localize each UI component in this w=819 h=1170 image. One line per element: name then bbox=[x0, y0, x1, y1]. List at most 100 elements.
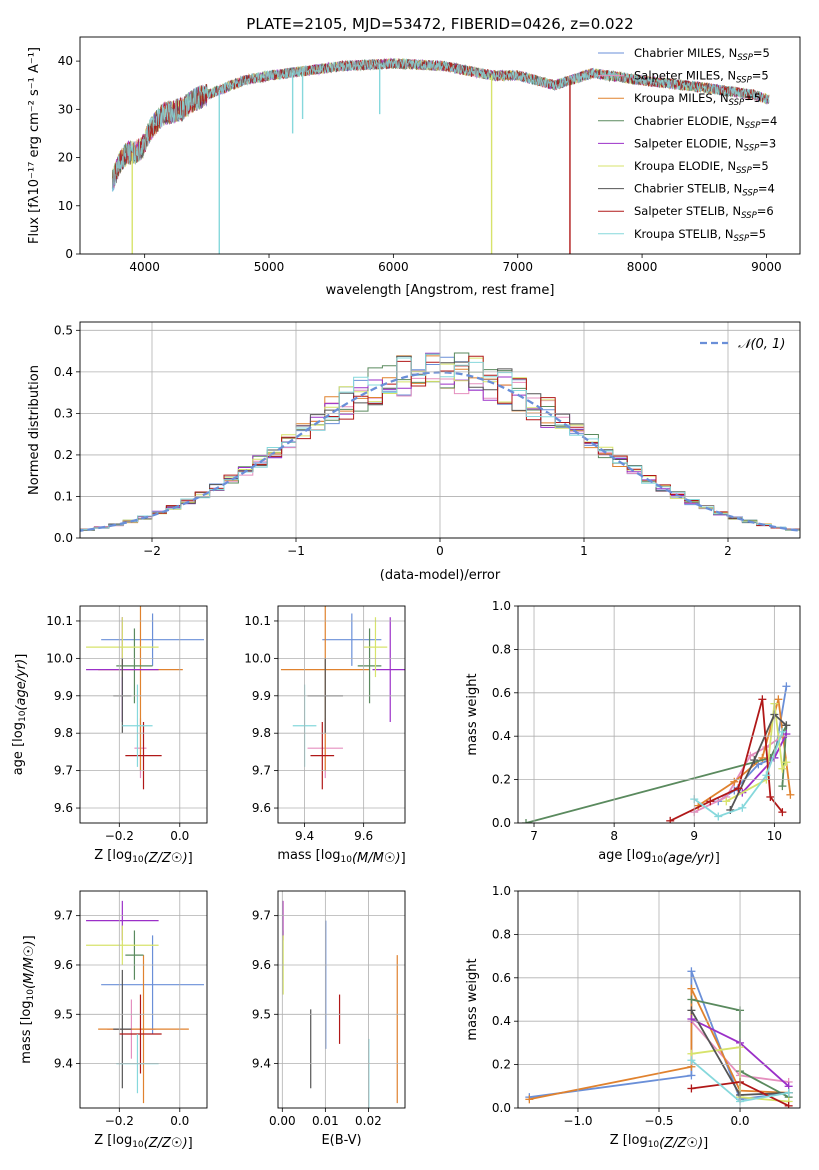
weight-marker-kroupa_stelib bbox=[714, 812, 723, 821]
y-tick-label: 10 bbox=[58, 199, 73, 213]
weight-marker-salpeter_stelib bbox=[766, 792, 775, 801]
x-axis-label: Z [log10(Z/Z☉)] bbox=[94, 848, 192, 866]
y-tick-label: 0.1 bbox=[54, 489, 73, 503]
y-tick-label: 0.0 bbox=[54, 531, 73, 545]
weight-marker-salpeter_stelib bbox=[778, 808, 787, 817]
chart-mass_weight_vs_Z: −1.0 −0.5 0.0 0.0 0.2 0.4 0.6 0.8 1.0 Z [log10(Z/… bbox=[465, 884, 801, 1151]
x-axis-label: mass [log10(M/M☉)] bbox=[277, 848, 405, 866]
y-axis-label: mass [log10(M/M☉)] bbox=[19, 935, 37, 1063]
x-axis-label: E(B-V) bbox=[321, 1133, 361, 1148]
y-tick-label: 9.9 bbox=[54, 689, 73, 703]
axes-frame bbox=[79, 321, 801, 539]
weight-marker-kroupa_miles bbox=[730, 777, 739, 786]
y-tick-label: 0.6 bbox=[492, 686, 511, 700]
y-tick-label: 9.9 bbox=[252, 689, 271, 703]
weight-marker-kroupa_miles bbox=[687, 984, 696, 993]
weight-marker-kroupa_elodie bbox=[782, 758, 791, 767]
x-tick-label: −0.2 bbox=[105, 1114, 134, 1128]
y-tick-label: 0.8 bbox=[492, 927, 511, 941]
weight-marker-chabrier_miles bbox=[687, 967, 696, 976]
y-tick-label: 10.1 bbox=[244, 614, 271, 628]
y-tick-label: 9.7 bbox=[252, 764, 271, 778]
x-tick-label: 8000 bbox=[627, 260, 658, 274]
y-tick-label: 0.3 bbox=[54, 406, 73, 420]
plot-area-mass_weight_vs_age bbox=[522, 682, 795, 823]
x-tick-label: 4000 bbox=[129, 260, 160, 274]
y-tick-label: 20 bbox=[58, 151, 73, 165]
y-tick-label: 0.5 bbox=[54, 323, 73, 337]
y-tick-label: 9.7 bbox=[54, 909, 73, 923]
legend-entry: Kroupa ELODIE, NSSP=5 bbox=[634, 159, 769, 176]
weight-marker-chabrier_elodie bbox=[522, 819, 531, 823]
weight-marker-salpeter_stelib bbox=[666, 816, 675, 823]
weight-marker-chabrier_stelib bbox=[782, 721, 791, 730]
legend-entry: Chabrier MILES, NSSP=5 bbox=[634, 46, 770, 63]
y-tick-label: 0.2 bbox=[54, 448, 73, 462]
weight-marker-salpeter_stelib bbox=[758, 695, 767, 704]
x-axis-label: age [log10(age/yr)] bbox=[598, 848, 720, 866]
chart-mass_weight_vs_age: 7 8 9 10 0.0 0.2 0.4 0.6 0.8 1.0 age [log10(age/yr… bbox=[465, 599, 801, 866]
y-tick-label: 0.0 bbox=[492, 1101, 511, 1115]
y-tick-label: 30 bbox=[58, 102, 73, 116]
axes-frame bbox=[79, 890, 208, 1109]
axes-frame bbox=[277, 890, 406, 1109]
y-tick-label: 9.6 bbox=[54, 958, 73, 972]
y-axis-label: mass weight bbox=[465, 673, 480, 755]
x-tick-label: 2 bbox=[724, 544, 732, 558]
x-tick-label: 0 bbox=[436, 544, 444, 558]
x-axis-label: wavelength [Angstrom, rest frame] bbox=[326, 283, 555, 298]
x-tick-label: 7 bbox=[530, 829, 538, 843]
y-tick-label: 9.4 bbox=[54, 1057, 73, 1071]
y-tick-label: 9.8 bbox=[54, 726, 73, 740]
y-tick-label: 9.7 bbox=[252, 909, 271, 923]
x-tick-label: 5000 bbox=[254, 260, 285, 274]
legend: Chabrier MILES, NSSP=5 Salpeter MILES, NS… bbox=[598, 46, 777, 244]
y-tick-label: 9.7 bbox=[54, 764, 73, 778]
legend-entry: Chabrier ELODIE, NSSP=4 bbox=[634, 114, 777, 131]
weight-marker-kroupa_miles bbox=[525, 1095, 534, 1104]
legend-entry: Kroupa STELIB, NSSP=5 bbox=[634, 227, 766, 244]
weight-marker-kroupa_elodie bbox=[722, 797, 731, 806]
y-tick-label: 9.5 bbox=[54, 1007, 73, 1021]
x-tick-label: 0.01 bbox=[312, 1114, 339, 1128]
y-tick-label: 1.0 bbox=[492, 884, 511, 898]
weight-marker-chabrier_miles bbox=[782, 682, 791, 691]
weight-marker-kroupa_stelib bbox=[784, 1088, 793, 1097]
y-tick-label: 0.2 bbox=[492, 773, 511, 787]
chart-spectrum: 4000 5000 6000 7000 8000 9000 0 10 20 30 40 wavelen… bbox=[27, 36, 801, 298]
axes-frame bbox=[277, 605, 406, 824]
plot-area-spectrum bbox=[111, 57, 770, 254]
legend-entry: Salpeter MILES, NSSP=5 bbox=[634, 69, 769, 86]
y-tick-label: 0.6 bbox=[492, 971, 511, 985]
x-tick-label: 10 bbox=[767, 829, 782, 843]
x-tick-label: −1.0 bbox=[563, 1114, 592, 1128]
weight-marker-salpeter_elodie bbox=[782, 730, 791, 739]
axes-frame bbox=[517, 605, 801, 824]
y-axis-label: mass weight bbox=[465, 958, 480, 1040]
legend-entry: Kroupa MILES, NSSP=5 bbox=[634, 91, 761, 108]
chart-age_vs_mass: 9.4 9.6 9.6 9.7 9.8 9.9 10.0 10.1 mass [log10(M/… bbox=[244, 605, 406, 866]
spectrum-line-kroupa_stelib bbox=[111, 57, 770, 192]
x-tick-label: −0.2 bbox=[105, 829, 134, 843]
y-tick-label: 0.2 bbox=[492, 1058, 511, 1072]
legend-entry: Salpeter STELIB, NSSP=6 bbox=[634, 204, 774, 221]
axes-frame bbox=[79, 605, 208, 824]
x-axis-label: Z [log10(Z/Z☉)] bbox=[610, 1133, 708, 1151]
x-tick-label: 1 bbox=[580, 544, 588, 558]
x-tick-label: 0.0 bbox=[170, 1114, 189, 1128]
weight-marker-chabrier_stelib bbox=[687, 1006, 696, 1015]
y-tick-label: 9.4 bbox=[252, 1057, 271, 1071]
y-tick-label: 0.4 bbox=[54, 365, 73, 379]
axes-frame bbox=[517, 890, 801, 1109]
y-tick-label: 10.0 bbox=[244, 651, 271, 665]
weight-marker-salpeter_stelib bbox=[784, 1101, 793, 1108]
y-tick-label: 0.4 bbox=[492, 1014, 511, 1028]
y-tick-label: 9.8 bbox=[252, 726, 271, 740]
x-tick-label: 9 bbox=[690, 829, 698, 843]
weight-line-chabrier_stelib bbox=[729, 712, 788, 811]
chart-residuals: −2 −1 0 1 2 0.0 0.1 0.2 0.3 0.4 0.5 (data-model)/er… bbox=[27, 321, 801, 583]
weight-marker-chabrier_elodie bbox=[778, 782, 787, 791]
y-tick-label: 0.4 bbox=[492, 729, 511, 743]
weight-marker-kroupa_stelib bbox=[687, 1056, 696, 1065]
